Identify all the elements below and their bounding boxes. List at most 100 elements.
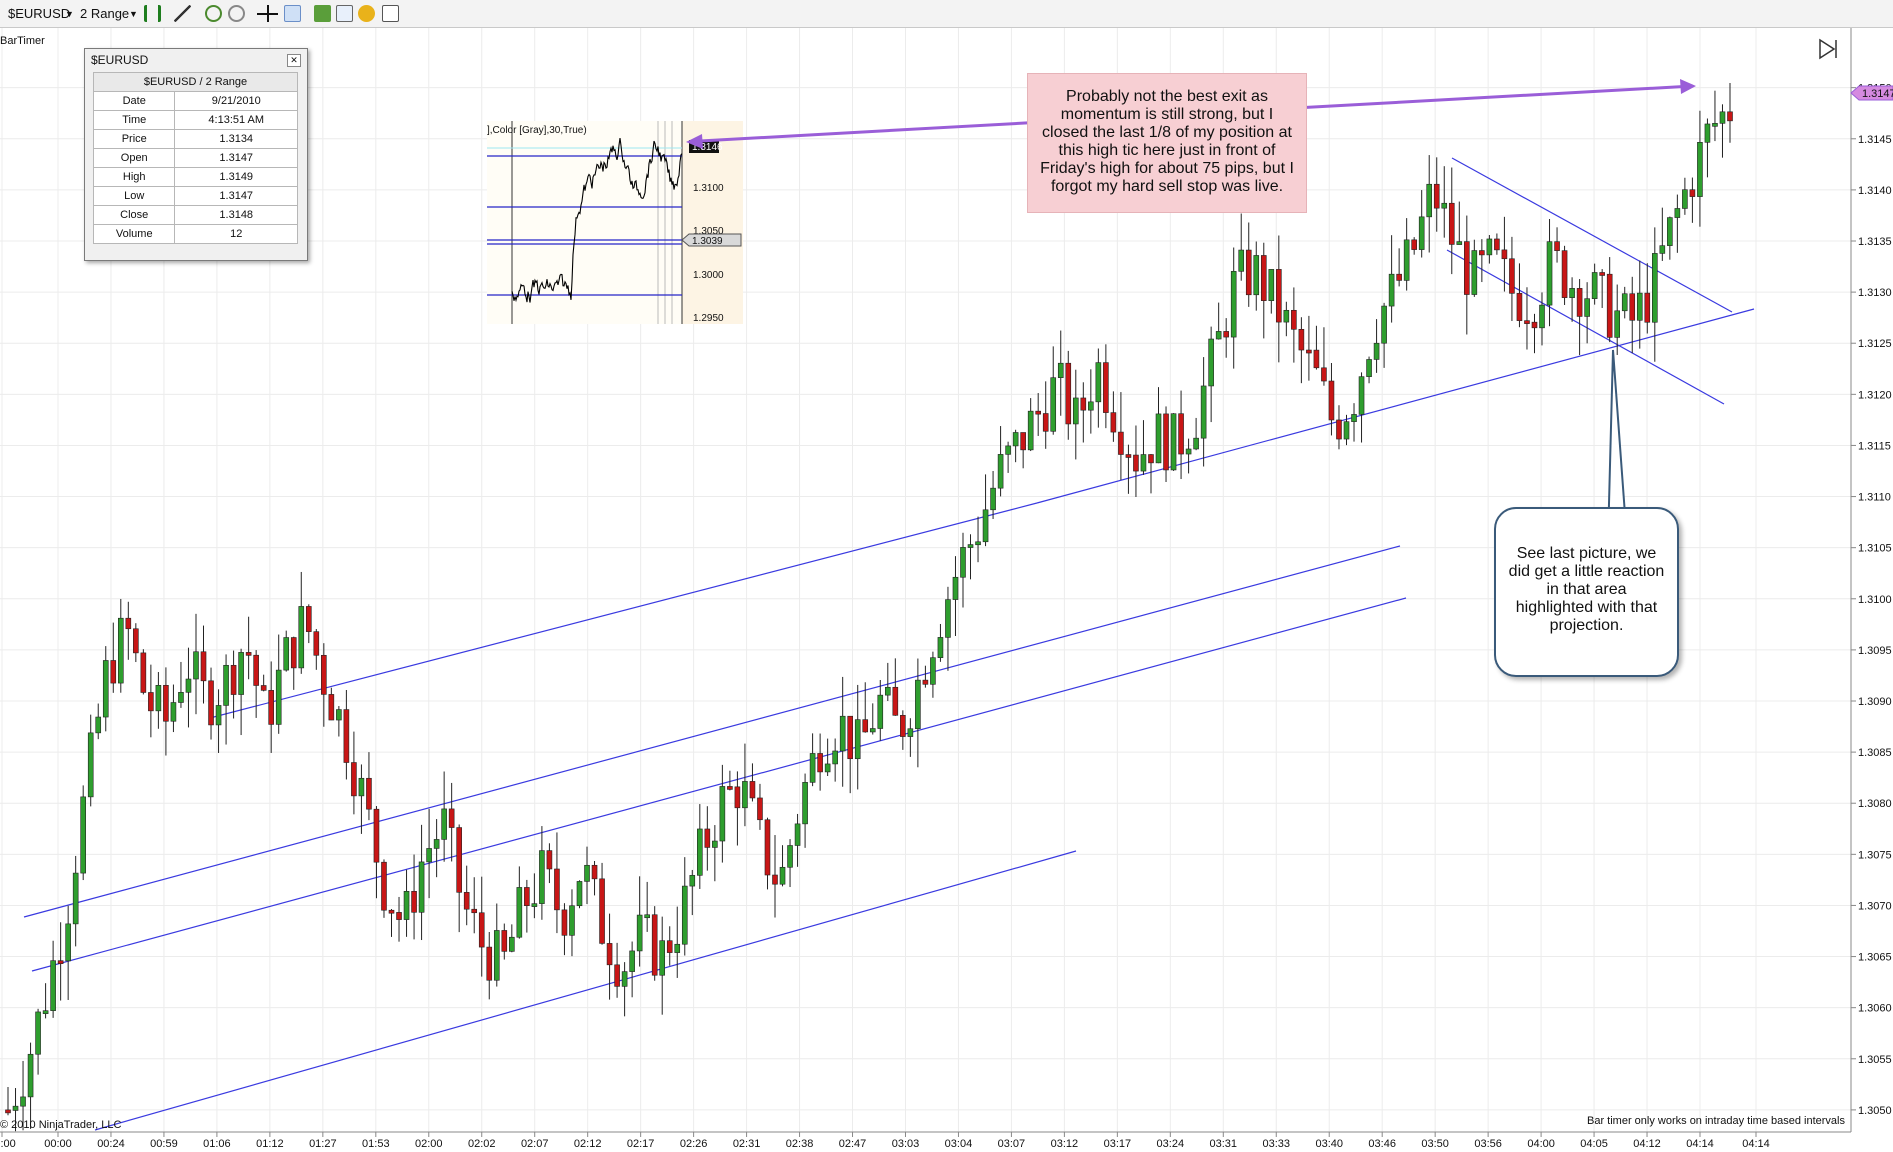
price-tick-label: 1.3090 [1858,696,1892,708]
price-tick-label: 1.3100 [1858,594,1892,606]
candle-up [907,728,914,737]
drawing-tool-icon[interactable] [174,5,191,22]
price-tick-label: 1.3060 [1858,1003,1892,1015]
time-tick-label: 02:17 [627,1138,655,1150]
candle-up [854,719,861,760]
chart-properties-icon[interactable] [284,5,301,22]
zoom-out-icon[interactable] [228,5,245,22]
data-box-toggle-icon[interactable] [382,5,399,22]
candle-up [802,782,808,825]
candle-up [636,914,643,952]
candle-up [960,547,966,578]
candle-down [1629,293,1636,321]
alerts-icon[interactable] [358,5,375,22]
candle-up [1471,250,1478,295]
strategies-icon[interactable] [314,5,331,22]
candle-up [1659,245,1666,254]
candle-down [381,861,387,911]
candle-down [1509,258,1515,294]
candle-up [35,1011,41,1055]
candle-down [388,909,395,914]
candle-down [148,692,154,712]
candle-down [1727,111,1733,122]
trendline-channel-mid [31,597,1407,972]
bar-timer-message: Bar timer only works on intraday time ba… [1587,1115,1845,1127]
candle-up [1050,377,1057,432]
candle-down [1576,288,1583,317]
time-tick-label: 03:07 [998,1138,1026,1150]
candle-down [110,660,117,684]
time-tick-label: 03:04 [945,1138,973,1150]
candle-up [576,881,583,907]
candle-down [1118,431,1124,455]
candle-up [1546,241,1553,306]
time-tick-label: 01:12 [256,1138,284,1150]
indicators-icon[interactable] [336,5,353,22]
candle-up [1697,142,1703,197]
expand-right-icon[interactable] [1819,38,1837,60]
time-tick-label: 04:05 [1580,1138,1608,1150]
candle-down [772,874,778,885]
instrument-selector[interactable]: $EURUSD [8,6,71,21]
price-tick-label: 1.3055 [1858,1054,1892,1066]
candle-down [666,940,673,953]
candle-up [418,861,425,913]
candle-down [1042,413,1049,432]
candle-down [749,781,756,799]
time-tick-label: 03:33 [1262,1138,1290,1150]
candle-down [1148,454,1154,464]
candle-down [396,912,402,920]
period-dropdown-icon[interactable]: ▼ [129,9,138,19]
price-chart[interactable]: 1.31501.31451.31401.31351.31301.31251.31… [0,28,1893,1152]
data-box-value: 1.3134 [174,129,298,149]
candle-up [824,763,831,773]
inset-marker-previous-label: 1.3039 [692,236,723,247]
instrument-dropdown-icon[interactable]: ▼ [65,9,74,19]
trendline-channel-lower [94,850,1077,1131]
crosshair-icon[interactable] [257,5,278,22]
candle-up [1636,292,1643,321]
time-tick-label: 02:38 [786,1138,814,1150]
chart-style-icon[interactable] [144,5,161,22]
candle-down [486,946,493,981]
candle-up [629,950,635,972]
candle-up [80,796,86,874]
candle-down [1321,367,1327,382]
time-tick-label: 03:24 [1157,1138,1185,1150]
candle-up [681,885,688,945]
candle-down [448,808,455,828]
period-selector[interactable]: 2 Range [80,6,130,21]
candle-up [975,541,981,546]
last-price-marker: 1.3147 [1850,85,1893,101]
price-tick-label: 1.3130 [1858,287,1892,299]
candle-down [200,651,207,682]
candle-down [1223,331,1229,338]
candle-up [742,781,748,809]
candle-down [1411,239,1417,250]
candle-down [1313,349,1320,369]
candle-up [967,544,974,548]
candle-up [1170,413,1177,471]
candle-up [877,694,884,729]
candle-down [591,864,598,880]
data-box-label: Price [92,129,176,149]
close-icon[interactable]: ✕ [287,54,301,67]
candle-down [1133,454,1139,472]
candle-down [1035,410,1041,415]
candle-down [651,914,658,976]
candle-down [1644,292,1651,323]
candle-down [208,680,214,726]
candle-up [1388,273,1395,307]
candle-down [1065,362,1072,425]
price-tick-label: 1.3075 [1858,849,1892,861]
price-tick-label: 1.3050 [1858,1105,1892,1117]
zoom-in-icon[interactable] [205,5,222,22]
candle-up [358,777,365,797]
candle-up [1621,293,1628,312]
candle-down [1531,321,1538,329]
data-box-window[interactable]: $EURUSD ✕ $EURUSD / 2 Range Date 9/21/201… [84,48,308,261]
candle-up [1712,123,1718,127]
candle-down [1178,413,1184,455]
candle-up [1193,437,1199,450]
candle-down [1306,349,1312,354]
